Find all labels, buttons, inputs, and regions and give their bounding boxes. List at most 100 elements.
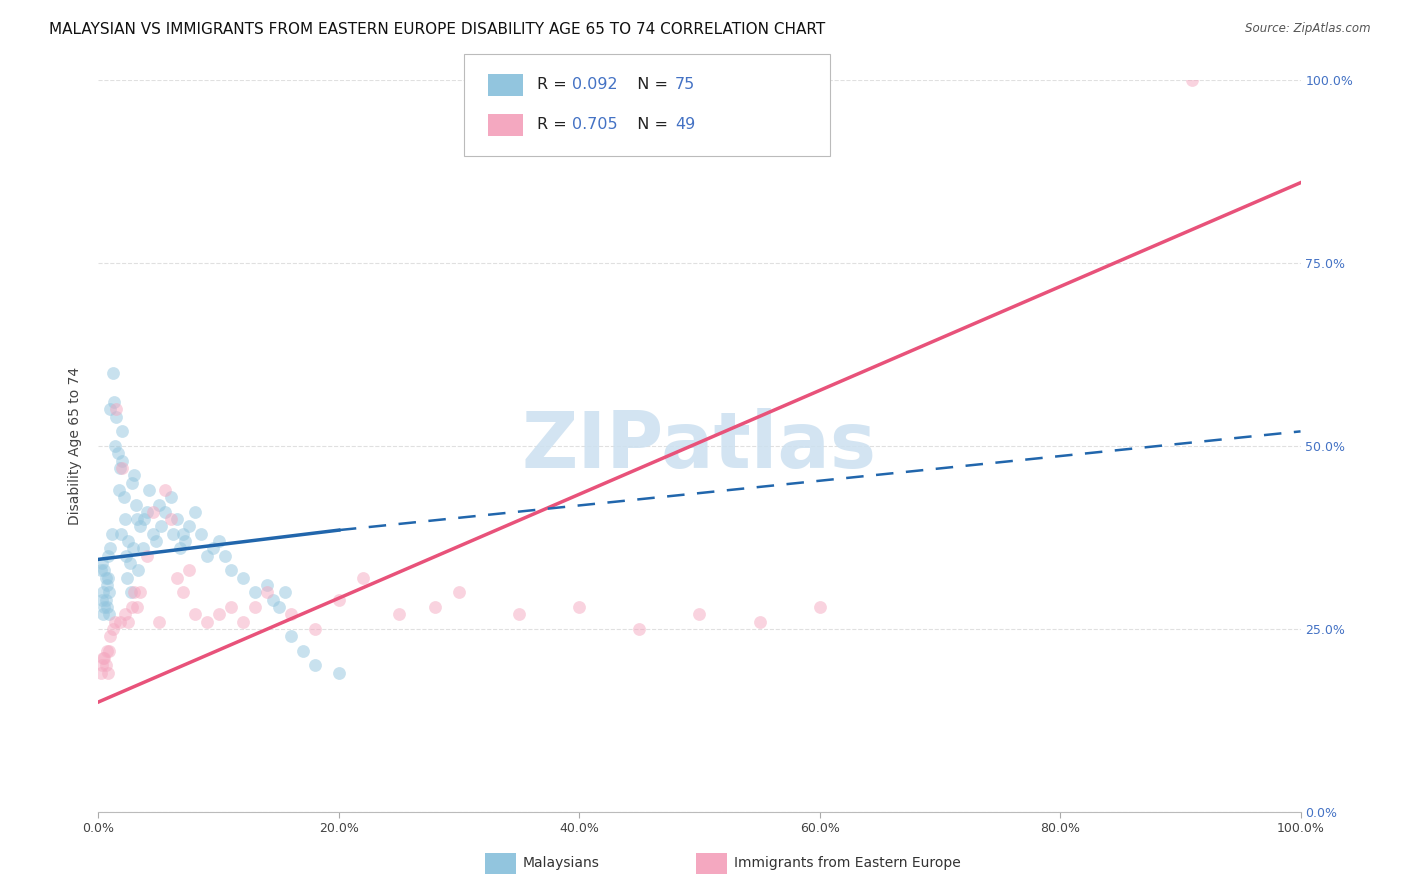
Text: N =: N = (627, 118, 673, 132)
Point (101, 622, 124, 636)
Point (304, 622, 326, 636)
Point (122, 541, 145, 556)
Point (262, 592, 284, 607)
Point (124, 468, 146, 483)
Text: ZIPatlas: ZIPatlas (522, 408, 877, 484)
Point (96, 644, 118, 658)
Point (808, 599, 831, 614)
Point (153, 483, 176, 497)
Point (328, 592, 350, 607)
Point (112, 490, 135, 504)
Point (107, 446, 129, 460)
Point (94, 592, 117, 607)
Point (117, 534, 139, 549)
Point (208, 607, 231, 622)
Point (219, 599, 242, 614)
Point (243, 585, 266, 599)
Point (183, 607, 205, 622)
Point (243, 599, 266, 614)
Point (256, 585, 278, 599)
Point (117, 615, 139, 629)
Point (120, 585, 142, 599)
Point (114, 607, 136, 622)
Text: Immigrants from Eastern Europe: Immigrants from Eastern Europe (734, 856, 960, 871)
Point (91, 607, 114, 622)
Point (172, 585, 194, 599)
Point (91, 658, 114, 673)
Point (177, 519, 200, 533)
Point (159, 512, 181, 526)
Point (166, 512, 188, 526)
Point (174, 534, 197, 549)
Point (100, 402, 122, 417)
Point (423, 599, 446, 614)
Point (98, 607, 121, 622)
Point (98, 585, 121, 599)
Point (110, 526, 132, 541)
Point (94, 571, 117, 585)
Point (628, 622, 651, 636)
Point (148, 615, 170, 629)
Point (214, 549, 236, 563)
Point (280, 629, 302, 643)
Point (183, 505, 205, 519)
Point (328, 665, 350, 680)
Point (508, 607, 530, 622)
Point (232, 571, 254, 585)
Point (91, 651, 114, 665)
Point (689, 607, 711, 622)
Point (94, 658, 117, 673)
Point (108, 615, 131, 629)
Point (121, 475, 143, 490)
Point (103, 395, 125, 409)
Point (101, 366, 124, 380)
Point (124, 585, 146, 599)
Point (97, 549, 120, 563)
Point (91, 585, 114, 599)
Point (219, 563, 242, 577)
Point (108, 461, 131, 475)
Text: N =: N = (627, 78, 673, 92)
Text: 0.092: 0.092 (572, 78, 617, 92)
Point (93, 599, 115, 614)
Text: R =: R = (537, 118, 572, 132)
Y-axis label: Disability Age 65 to 74: Disability Age 65 to 74 (69, 367, 83, 525)
Point (138, 483, 160, 497)
Point (90, 563, 112, 577)
Point (100, 526, 122, 541)
Point (1181, 73, 1204, 87)
Point (447, 585, 470, 599)
Point (100, 541, 122, 556)
Point (149, 519, 172, 533)
Text: Malaysians: Malaysians (523, 856, 600, 871)
Point (145, 534, 167, 549)
Point (148, 498, 170, 512)
Point (195, 549, 218, 563)
Point (98, 644, 121, 658)
Point (135, 505, 157, 519)
Point (195, 615, 218, 629)
Point (232, 615, 254, 629)
Text: R =: R = (537, 78, 572, 92)
Point (141, 526, 163, 541)
Point (111, 425, 134, 439)
Point (111, 461, 134, 475)
Point (304, 658, 326, 673)
Point (274, 585, 297, 599)
Point (97, 571, 120, 585)
Point (153, 505, 176, 519)
Point (129, 519, 152, 533)
Point (125, 498, 148, 512)
Point (172, 526, 194, 541)
Point (132, 541, 155, 556)
Text: 75: 75 (675, 78, 695, 92)
Point (125, 599, 148, 614)
Point (141, 505, 163, 519)
Text: 49: 49 (675, 118, 695, 132)
Point (114, 512, 136, 526)
Point (132, 512, 155, 526)
Point (93, 651, 115, 665)
Point (201, 541, 224, 556)
Point (388, 607, 411, 622)
Point (291, 644, 314, 658)
